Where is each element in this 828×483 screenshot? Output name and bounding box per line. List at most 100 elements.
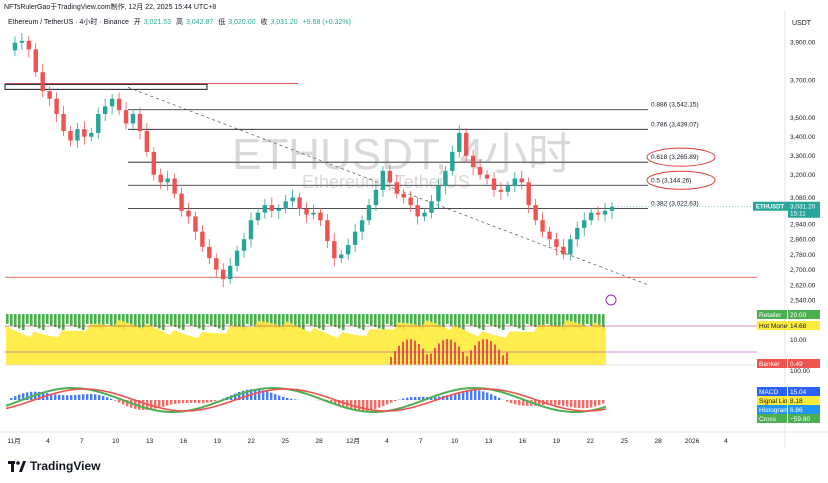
histogram-bar (270, 392, 273, 400)
histogram-bar (98, 394, 101, 400)
retailer-bar (582, 314, 585, 330)
histogram-bar (118, 400, 121, 403)
fib-level-label: 0.382 (3,022.63) (651, 200, 699, 207)
retailer-bar (570, 314, 573, 326)
retailer-bar (474, 314, 477, 327)
candle-body (540, 220, 545, 232)
histogram-bar (466, 390, 469, 400)
histogram-bar (430, 397, 433, 400)
candle-body (283, 201, 288, 209)
open-label: 开 (133, 19, 141, 26)
retailer-bar (286, 314, 289, 324)
time-tick-label: 19 (214, 438, 222, 445)
candle-body (554, 239, 559, 247)
change-value: +9.68 (+0.32%) (302, 19, 351, 26)
histogram-bar (14, 396, 17, 400)
retailer-bar (146, 314, 149, 324)
candle-body (262, 205, 268, 213)
time-tick-label: 19 (553, 438, 561, 445)
retailer-bar (82, 314, 85, 330)
retailer-bar (374, 314, 377, 327)
price-tick-label: 2,620.00 (790, 282, 816, 289)
retailer-bar (78, 314, 81, 329)
histogram-bar (410, 397, 413, 400)
retailer-bar (290, 314, 293, 326)
time-tick-label: 28 (315, 438, 323, 445)
histogram-bar (586, 400, 589, 409)
candle-body (394, 182, 399, 194)
time-tick-label: 2026 (685, 438, 700, 445)
retailer-bar (422, 314, 425, 330)
time-tick-label: 25 (621, 438, 629, 445)
time-tick-label: 13 (146, 438, 154, 445)
histogram-bar (126, 400, 129, 407)
retailer-bar (486, 314, 489, 324)
retailer-bar (34, 314, 37, 327)
retailer-bar (590, 314, 593, 326)
fib-level-label: 0.5 (3,144.26) (651, 177, 691, 184)
candle-body (102, 106, 108, 114)
retailer-bar (430, 314, 433, 326)
candle-body (144, 131, 150, 152)
close-label: 收 (260, 19, 268, 26)
histogram-bar (114, 400, 117, 401)
histogram-bar (290, 398, 293, 400)
symbol-price-tag (753, 201, 788, 211)
tradingview-brand[interactable]: TradingView (8, 459, 100, 473)
retailer-bar (86, 314, 89, 324)
retailer-bar (22, 314, 25, 330)
candle-body (61, 113, 66, 132)
banker-bar (430, 353, 432, 365)
histogram-bar (122, 400, 125, 405)
signal-line (5, 388, 607, 412)
watermark-main: ETHUSDT, 4小时 (232, 130, 572, 179)
close-value: 3,031.20 (270, 19, 298, 26)
macd-value-tag (788, 414, 820, 423)
candle-body (588, 212, 594, 221)
retailer-bar (502, 314, 505, 330)
retailer-bar (90, 314, 93, 326)
histogram-bar (238, 392, 241, 400)
retailer-bar (246, 314, 249, 324)
histogram-bar (514, 400, 517, 405)
histogram-bar (486, 392, 489, 400)
candle-body (297, 197, 302, 209)
price-tick-label: 3,300.00 (790, 153, 816, 160)
histogram-bar (234, 393, 237, 400)
histogram-bar (106, 397, 109, 400)
time-tick-label: 22 (248, 438, 256, 445)
candle-body (526, 182, 531, 206)
histogram-bar (546, 400, 549, 405)
time-tick-label: 12月 (346, 437, 360, 445)
symbol-title[interactable]: Ethereum / TetherUS · 4小时 · Binance (8, 19, 129, 26)
histogram-bar (162, 400, 165, 407)
macd-indicator-value: 15.04 (790, 389, 807, 396)
retailer-bar (46, 314, 49, 324)
candle-body (429, 201, 434, 213)
retailer-bar (574, 314, 577, 327)
candle-body (172, 178, 177, 194)
candle-body (582, 220, 587, 228)
banker-bar (502, 355, 504, 365)
retailer-bar (102, 314, 105, 330)
candle-body (519, 178, 524, 183)
retailer-bar (598, 314, 601, 329)
histogram-bar (522, 400, 525, 406)
banker-bar (414, 340, 416, 365)
retailer-bar (298, 314, 301, 329)
histogram-bar (294, 399, 297, 400)
retailer-bar (450, 314, 453, 326)
banker-bar (450, 339, 452, 365)
histogram-bar (94, 394, 97, 400)
candle-body (40, 72, 45, 92)
alert-lightning-icon (605, 294, 617, 306)
retailer-bar (182, 314, 185, 330)
retailer-bar (230, 314, 233, 326)
histogram-bar (154, 400, 157, 409)
retailer-bar (398, 314, 401, 329)
retailer-bar (414, 314, 417, 327)
candle-body (547, 231, 552, 240)
banker-bar (490, 341, 492, 365)
retailer-bar (174, 314, 177, 327)
